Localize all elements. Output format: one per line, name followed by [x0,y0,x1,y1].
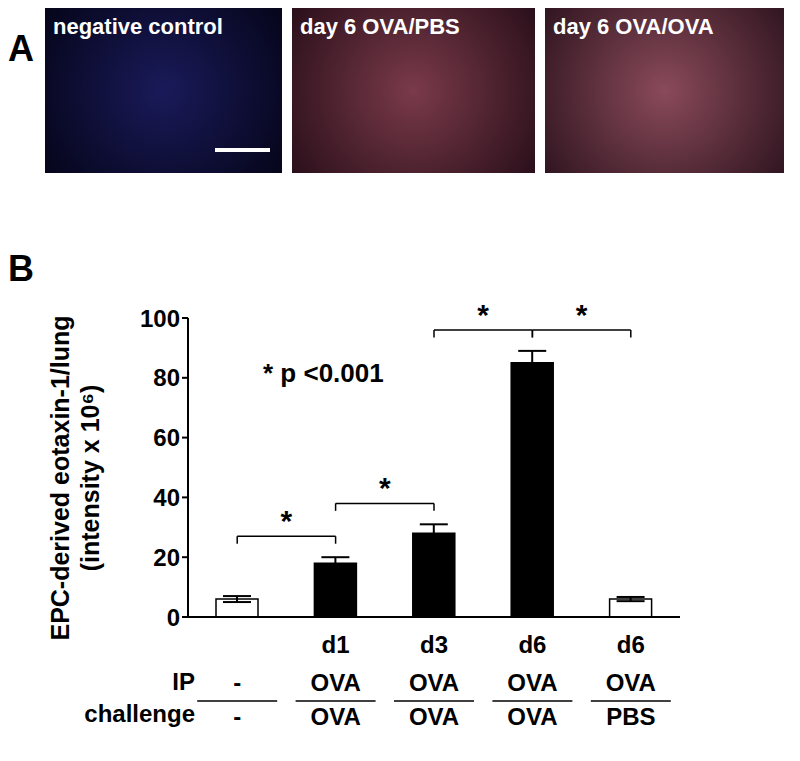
html-text:day 6 OVA/PBS: day 6 OVA/PBS [300,14,460,39]
html-text:* p <0.001: * p <0.001 [263,358,384,388]
svg-text:0: 0 [167,604,180,631]
svg-text:OVA: OVA [507,703,557,730]
svg-text:PBS: PBS [606,703,655,730]
html-text:B: B [8,248,34,289]
svg-text:-: - [233,703,241,730]
svg-text:OVA: OVA [606,669,656,696]
svg-text:*: * [379,471,391,504]
svg-text:20: 20 [153,544,180,571]
html-text:IP: IP [172,668,195,695]
svg-text:d6: d6 [518,631,546,658]
html-text:negative control: negative control [53,14,223,39]
svg-text:*: * [576,298,588,331]
svg-text:80: 80 [153,364,180,391]
svg-text:-: - [233,669,241,696]
html-text:EPC-derived eotaxin-1/lung: EPC-derived eotaxin-1/lung [46,315,74,641]
svg-text:*: * [281,504,293,537]
svg-text:100: 100 [140,305,180,332]
html-text:day 6 OVA/OVA: day 6 OVA/OVA [553,14,714,39]
svg-text:OVA: OVA [507,669,557,696]
svg-text:d6: d6 [617,631,645,658]
svg-text:*: * [477,298,489,331]
svg-text:OVA: OVA [310,669,360,696]
svg-text:60: 60 [153,424,180,451]
svg-text:OVA: OVA [310,703,360,730]
html-text:A: A [8,28,34,69]
svg-text:d3: d3 [420,631,448,658]
svg-text:d1: d1 [322,631,350,658]
html-text:challenge: challenge [84,700,195,727]
svg-text:OVA: OVA [409,703,459,730]
svg-text:40: 40 [153,484,180,511]
html-text:(intensity x 10⁶): (intensity x 10⁶) [76,384,104,572]
svg-text:OVA: OVA [409,669,459,696]
